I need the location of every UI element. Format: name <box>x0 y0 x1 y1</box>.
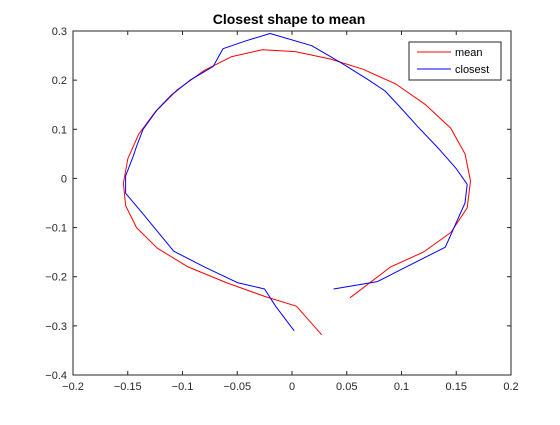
x-tick-label: 0.1 <box>394 381 409 393</box>
legend-label-mean: mean <box>455 47 483 59</box>
plot-area <box>73 31 511 375</box>
chart-title: Closest shape to mean <box>213 11 366 27</box>
legend: mean closest <box>408 41 502 81</box>
legend-label-closest: closest <box>455 64 489 76</box>
x-tick-label: −0.15 <box>114 381 142 393</box>
series-line-mean <box>122 49 471 336</box>
axes: −0.2 −0.15 −0.1 −0.05 0 0.05 0.1 0.15 0.2−0.4−0.… <box>45 26 518 393</box>
y-tick-label: −0.3 <box>45 321 67 333</box>
y-tick-label: −0.4 <box>45 370 67 382</box>
y-tick-label: −0.1 <box>45 223 67 235</box>
y-tick-label: 0 <box>61 173 67 185</box>
x-tick-label: −0.05 <box>223 381 251 393</box>
x-tick-label: 0 <box>289 381 295 393</box>
x-tick-label: 0.05 <box>336 381 357 393</box>
legend-box <box>408 41 502 81</box>
y-tick-label: 0.3 <box>52 26 67 38</box>
y-tick-label: 0.1 <box>52 124 67 136</box>
x-tick-label: 0.15 <box>446 381 467 393</box>
plot-background <box>73 31 511 375</box>
y-tick-label: 0.2 <box>52 75 67 87</box>
series-line-closest <box>125 33 468 332</box>
y-tick-label: −0.2 <box>45 272 67 284</box>
x-tick-label: 0.2 <box>503 381 518 393</box>
x-tick-label: −0.2 <box>62 381 84 393</box>
x-tick-label: −0.1 <box>172 381 194 393</box>
